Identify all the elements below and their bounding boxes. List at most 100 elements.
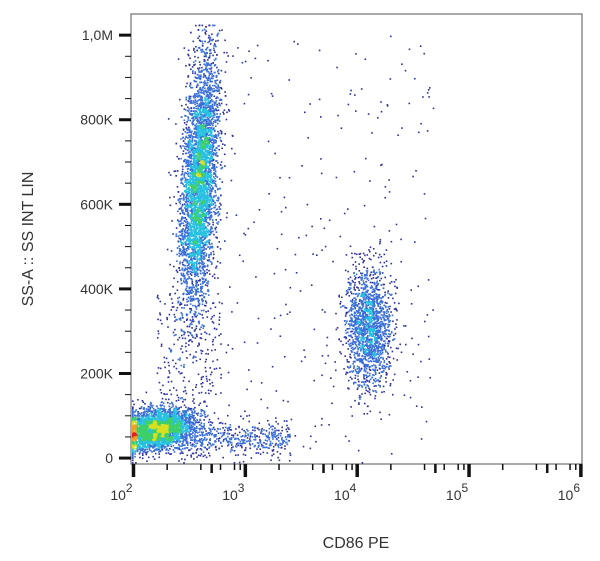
data-point <box>212 151 215 154</box>
data-point <box>189 217 192 219</box>
data-point <box>186 132 188 134</box>
data-point <box>209 93 211 96</box>
data-point <box>208 168 210 170</box>
data-point <box>205 212 208 214</box>
data-point <box>220 140 223 143</box>
data-point <box>204 80 206 82</box>
data-point <box>180 279 182 282</box>
data-point <box>189 297 191 300</box>
data-point <box>201 95 203 98</box>
data-point <box>205 213 208 215</box>
data-point <box>213 71 216 74</box>
data-point <box>198 172 201 174</box>
data-point <box>200 289 202 291</box>
data-point <box>205 110 207 113</box>
data-point <box>173 265 175 268</box>
data-point <box>188 252 191 255</box>
data-point <box>196 219 198 221</box>
data-point <box>198 179 200 182</box>
data-point <box>186 325 189 328</box>
data-point <box>192 181 195 184</box>
data-point <box>207 153 210 155</box>
data-point <box>198 91 200 93</box>
data-point <box>204 175 207 177</box>
data-point <box>194 55 196 58</box>
data-point <box>214 227 216 230</box>
data-point <box>203 84 206 87</box>
data-point <box>195 206 198 208</box>
data-point <box>186 82 188 85</box>
data-point <box>181 193 183 196</box>
data-point <box>207 134 210 136</box>
data-point <box>199 187 202 189</box>
data-point <box>210 95 213 98</box>
data-point <box>204 242 206 244</box>
data-point <box>178 255 181 257</box>
data-point <box>221 166 224 169</box>
data-point <box>204 120 206 122</box>
data-point <box>200 219 202 222</box>
data-point <box>203 163 206 166</box>
data-point <box>187 234 189 237</box>
data-point <box>206 217 209 219</box>
data-point <box>186 209 189 211</box>
data-point <box>197 119 199 122</box>
data-point <box>187 270 189 272</box>
data-point <box>193 165 196 168</box>
data-point <box>214 202 216 204</box>
data-point <box>199 228 201 231</box>
data-point <box>209 218 211 220</box>
data-point <box>189 131 191 133</box>
data-point <box>186 240 188 242</box>
data-point <box>185 198 188 200</box>
data-point <box>212 163 214 166</box>
data-point <box>228 110 231 112</box>
data-point <box>217 32 220 35</box>
data-point <box>182 275 185 278</box>
data-point <box>191 174 194 177</box>
data-point <box>200 204 203 206</box>
data-point <box>200 270 202 272</box>
data-point <box>218 120 221 122</box>
data-point <box>214 121 217 123</box>
data-point <box>195 150 198 153</box>
data-point <box>210 87 212 89</box>
data-point <box>204 40 206 43</box>
data-point <box>207 128 210 130</box>
data-point <box>214 183 217 185</box>
data-point <box>192 157 194 160</box>
data-point <box>199 294 201 297</box>
data-point <box>191 135 193 137</box>
data-point <box>190 278 193 280</box>
data-point <box>207 140 210 143</box>
data-point <box>199 195 202 198</box>
data-point <box>209 215 212 217</box>
data-point <box>203 253 205 256</box>
data-point <box>198 183 200 185</box>
data-point <box>183 185 186 188</box>
data-point <box>214 119 216 122</box>
data-point <box>205 168 207 170</box>
data-point <box>196 261 198 263</box>
data-point <box>217 135 220 137</box>
data-point <box>203 201 205 203</box>
data-point <box>197 56 199 59</box>
data-point <box>213 206 215 209</box>
data-point <box>205 67 208 70</box>
data-point <box>182 137 184 139</box>
data-point <box>207 240 210 242</box>
data-point <box>207 246 209 248</box>
data-point <box>214 58 217 60</box>
data-point <box>186 249 188 252</box>
data-point <box>200 130 202 133</box>
data-point <box>203 208 206 210</box>
data-point <box>190 215 192 218</box>
data-point <box>193 94 195 97</box>
data-point <box>203 140 206 143</box>
data-point <box>213 163 216 166</box>
data-point <box>194 114 196 117</box>
data-point <box>193 133 195 135</box>
data-point <box>201 40 204 43</box>
data-point <box>200 128 202 131</box>
